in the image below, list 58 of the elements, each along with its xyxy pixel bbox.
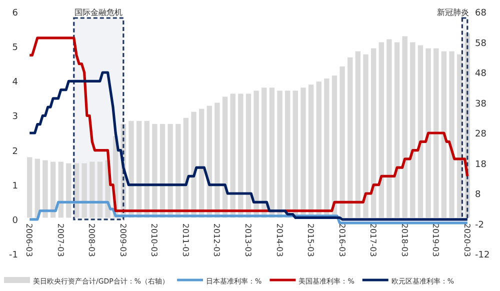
x-tick-label: 2020-03 (462, 223, 472, 257)
x-tick-label: 2019-03 (431, 223, 440, 257)
y2-tick-label: 28 (475, 130, 487, 140)
bar (50, 162, 56, 218)
band-label: 国际金融危机 (74, 8, 123, 17)
y2-tick-label: 18 (475, 160, 487, 170)
bar (410, 42, 416, 218)
y-tick-label: 1 (12, 181, 18, 192)
bar (97, 162, 103, 218)
band-label: 新冠肺炎 (436, 8, 469, 17)
x-tick-label: 2006-03 (24, 223, 34, 257)
bar (90, 162, 95, 218)
bar (370, 48, 376, 218)
bar (340, 66, 345, 218)
x-tick-label: 2009-03 (118, 223, 128, 257)
y-tick-label: 0 (12, 216, 18, 226)
bar (82, 163, 87, 218)
bar (42, 160, 48, 218)
x-tick-label: 2017-03 (368, 223, 378, 257)
y2-tick-label: 58 (475, 38, 487, 49)
x-tick-label: 2007-03 (56, 223, 65, 257)
bar (58, 162, 64, 218)
bar (363, 54, 368, 218)
bar (434, 48, 439, 218)
x-tick-label: 2011-03 (180, 223, 190, 257)
x-tick-label: 2015-03 (306, 223, 316, 257)
bar (34, 158, 40, 218)
bar (378, 42, 384, 218)
x-tick-label: 2016-03 (337, 223, 346, 257)
x-tick-label: 2018-03 (400, 223, 409, 257)
bar (27, 157, 32, 218)
bar (441, 51, 447, 218)
x-tick-label: 2014-03 (274, 223, 284, 257)
y2-tick-label: -2 (475, 220, 484, 230)
y2-tick-label: 38 (475, 99, 487, 110)
x-tick-label: 2013-03 (244, 223, 252, 257)
x-tick-label: 2008-03 (87, 223, 96, 257)
bar (386, 39, 392, 218)
bar (348, 57, 353, 218)
bar (394, 42, 400, 218)
bar (449, 51, 454, 218)
y-tick-label: 5 (12, 43, 18, 54)
y-tick-label: 4 (12, 78, 18, 88)
bar (426, 48, 431, 218)
x-tick-label: 2012-03 (212, 223, 222, 257)
bar (66, 163, 72, 218)
bar (355, 51, 361, 218)
y-tick-label: 6 (12, 8, 18, 18)
y-tick-label: -1 (9, 250, 18, 260)
y2-tick-label: 8 (475, 190, 481, 200)
y2-tick-label: -12 (475, 250, 490, 260)
y-tick-label: 2 (12, 146, 18, 157)
y-tick-label: 3 (12, 112, 18, 122)
x-tick-label: 2010-03 (150, 223, 159, 257)
y2-tick-label: 48 (475, 69, 487, 79)
bar (418, 45, 424, 218)
y2-tick-label: 68 (475, 8, 487, 18)
bar (402, 36, 408, 218)
